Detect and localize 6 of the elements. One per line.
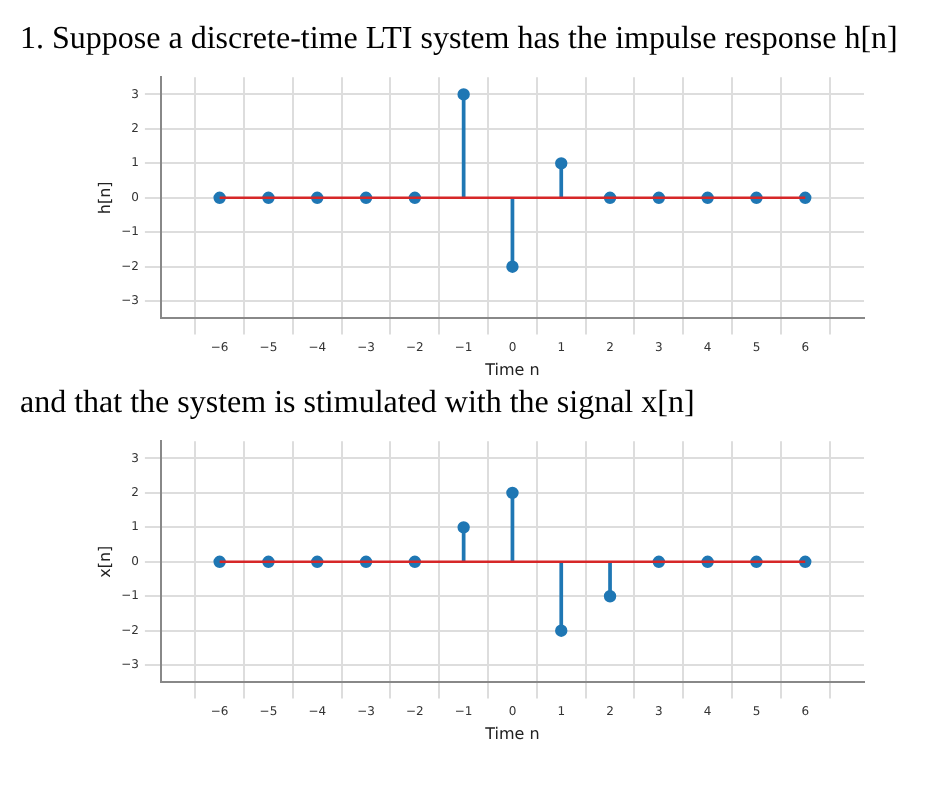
chart-title: and that the system is stimulated with the signal x[n] [18,384,697,424]
y-axis-title: x[n] [95,545,114,578]
y-axis-title: h[n] [95,181,114,215]
chart-title: 1. Suppose a discrete-time LTI system has the impulse response h[n] [18,20,900,60]
x-axis-title: Time n [483,724,540,743]
x-axis-title: Time n [483,360,540,379]
